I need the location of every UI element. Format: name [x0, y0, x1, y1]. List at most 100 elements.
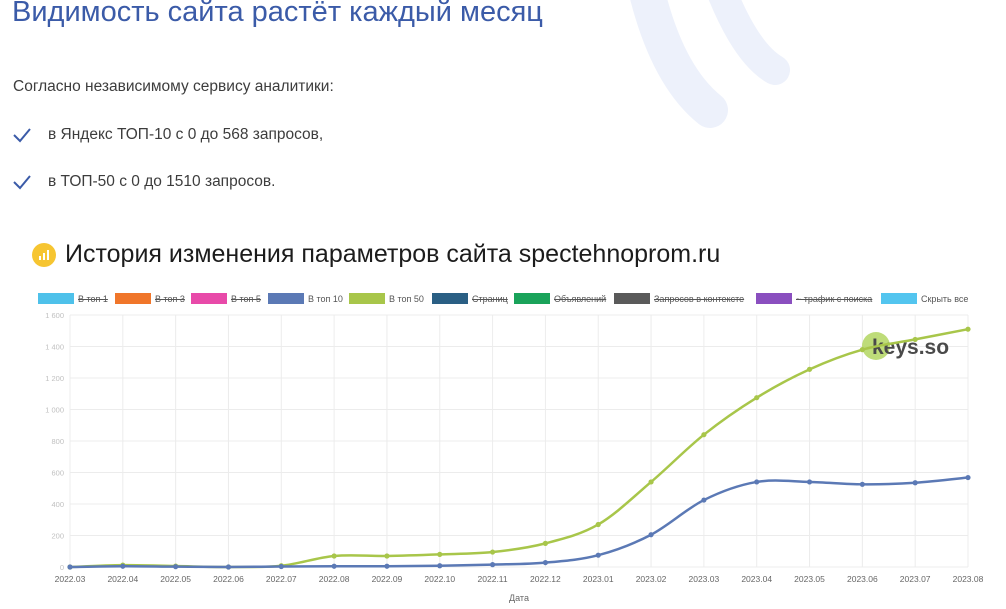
chart-section-header: История изменения параметров сайта spect… — [32, 240, 720, 269]
legend-label: В топ 5 — [231, 293, 261, 304]
data-point — [384, 563, 390, 569]
bullet-text: в Яндекс ТОП-10 с 0 до 568 запросов, — [48, 126, 324, 143]
legend-swatch — [881, 293, 917, 304]
data-point — [384, 553, 390, 559]
data-point — [225, 564, 232, 570]
data-point — [754, 479, 760, 485]
x-tick-label: 2023.07 — [900, 574, 931, 584]
data-point — [331, 563, 337, 569]
data-point — [701, 432, 707, 438]
legend-label: ~ трафик с поиска — [796, 293, 873, 304]
x-tick-label: 2022.05 — [160, 574, 191, 584]
x-tick-label: 2022.09 — [372, 574, 403, 584]
legend-swatch — [756, 293, 792, 304]
legend-swatch — [349, 293, 385, 304]
data-point — [859, 481, 865, 487]
x-tick-label: 2022.12 — [530, 574, 561, 584]
legend-item[interactable]: В топ 50 — [349, 293, 424, 304]
data-point — [859, 347, 865, 353]
data-point — [806, 366, 813, 372]
legend-label: Объявлений — [554, 293, 607, 304]
bullet-text: в ТОП-50 с 0 до 1510 запросов. — [48, 173, 276, 190]
legend-item[interactable]: Скрыть все — [881, 293, 968, 304]
x-tick-label: 2022.11 — [478, 574, 508, 584]
legend-label: В топ 3 — [155, 293, 185, 304]
y-tick-label: 0 — [60, 563, 64, 572]
x-tick-label: 2022.08 — [319, 574, 350, 584]
x-tick-label: 2023.01 — [583, 574, 614, 584]
legend-label: Запросов в контексте — [654, 293, 745, 304]
data-point — [595, 521, 601, 528]
x-tick-label: 2022.07 — [266, 574, 297, 584]
legend-item[interactable]: В топ 3 — [115, 293, 185, 304]
y-tick-label: 1 000 — [45, 406, 64, 415]
bullet-top10: в Яндекс ТОП-10 с 0 до 568 запросов, — [12, 126, 323, 144]
check-icon — [13, 175, 31, 190]
x-tick-label: 2023.04 — [741, 574, 772, 584]
x-tick-label: 2022.03 — [55, 574, 86, 584]
data-point — [120, 563, 126, 569]
y-tick-label: 1 600 — [45, 311, 64, 320]
y-tick-label: 200 — [51, 532, 64, 541]
legend-swatch — [268, 293, 304, 304]
series-line — [69, 327, 969, 569]
legend-item[interactable]: В топ 5 — [191, 293, 261, 304]
legend-item[interactable]: В топ 1 — [38, 293, 108, 304]
data-point — [278, 563, 284, 570]
data-point — [489, 549, 496, 555]
x-tick-label: 2023.02 — [636, 574, 667, 584]
y-tick-label: 800 — [51, 437, 64, 446]
data-point — [542, 559, 549, 566]
data-point — [754, 395, 760, 401]
data-point — [595, 552, 601, 558]
data-point — [67, 564, 73, 570]
intro-text: Согласно независимому сервису аналитики: — [13, 78, 334, 95]
watermark-text: keys.so — [872, 336, 949, 359]
data-point — [912, 336, 918, 343]
data-point — [701, 497, 707, 503]
data-point — [806, 479, 813, 485]
data-point — [965, 326, 971, 332]
x-tick-label: 2023.05 — [794, 574, 825, 584]
section-title: История изменения параметров сайта spect… — [65, 240, 721, 268]
legend-item[interactable]: Объявлений — [514, 293, 606, 304]
legend-label: Скрыть все — [921, 293, 969, 304]
y-tick-label: 600 — [51, 469, 64, 478]
bar-chart-icon — [32, 242, 56, 267]
chart-legend: В топ 1 В топ 3 В топ 5 В топ 10 В топ 50 Стр… — [38, 293, 998, 311]
series-line — [69, 476, 969, 569]
y-tick-label: 1 400 — [45, 343, 64, 352]
legend-label: В топ 50 — [389, 293, 424, 304]
legend-swatch — [514, 293, 550, 304]
legend-item[interactable]: В топ 10 — [268, 293, 343, 304]
data-point — [542, 540, 549, 546]
bullet-top50: в ТОП-50 с 0 до 1510 запросов. — [12, 173, 275, 191]
data-point — [437, 563, 443, 569]
y-tick-label: 1 200 — [45, 374, 64, 383]
data-point — [489, 562, 496, 568]
legend-item[interactable]: ~ трафик с поиска — [756, 293, 872, 304]
legend-label: В топ 10 — [308, 293, 343, 304]
legend-item[interactable]: Страниц — [432, 293, 508, 304]
data-point — [173, 564, 179, 570]
legend-label: В топ 1 — [78, 293, 108, 304]
data-point — [437, 551, 443, 558]
data-point — [648, 532, 654, 538]
x-tick-label: 2022.04 — [107, 574, 138, 584]
x-axis-label: Дата — [509, 593, 529, 603]
legend-swatch — [614, 293, 650, 304]
legend-item[interactable]: Запросов в контексте — [614, 293, 744, 304]
data-point — [912, 480, 918, 486]
x-tick-label: 2023.08 — [953, 574, 984, 584]
legend-label: Страниц — [472, 293, 508, 304]
legend-swatch — [191, 293, 227, 304]
data-point — [965, 474, 971, 481]
legend-swatch — [115, 293, 151, 304]
x-tick-label: 2023.06 — [847, 574, 878, 584]
data-point — [331, 553, 337, 559]
legend-swatch — [432, 293, 468, 304]
x-tick-label: 2022.06 — [213, 574, 244, 584]
check-icon — [13, 128, 31, 143]
data-point — [648, 479, 654, 485]
x-tick-label: 2023.03 — [689, 574, 720, 584]
